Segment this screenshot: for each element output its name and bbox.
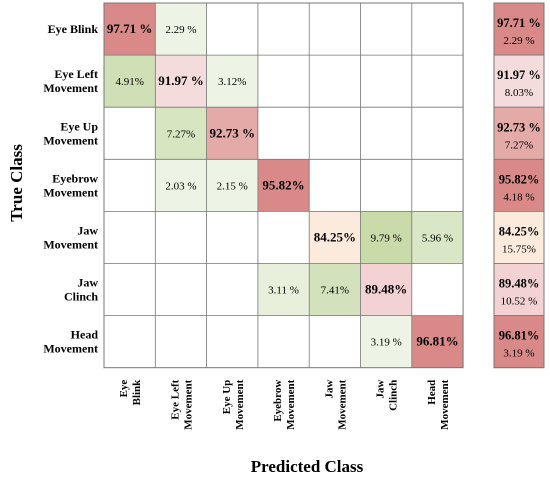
- matrix-cells: 97.71 % 2.29 % 4.91% 91.97 % 3.12% 7.27% 92.73…: [104, 3, 464, 368]
- summary-correct-label: 91.97 %: [497, 68, 541, 82]
- cell-value-label: 7.27%: [167, 128, 195, 140]
- row-label-6: Head Movement: [43, 328, 98, 356]
- matrix-cell-2-1: [155, 107, 207, 160]
- summary-border: [493, 2, 545, 369]
- column-label-text: EyeBlink: [118, 379, 143, 406]
- row-label-0: Eye Blink: [48, 22, 99, 36]
- cell-value-label: 2.03 %: [165, 180, 196, 192]
- y-axis-label: True Class: [7, 144, 26, 222]
- matrix-cell-1-1: [155, 55, 207, 108]
- column-label-text: HeadMovement: [426, 379, 451, 429]
- summary-error-label: 15.75%: [502, 243, 536, 255]
- summary-correct-label: 97.71 %: [497, 16, 541, 30]
- cell-value-label: 96.81%: [416, 334, 458, 349]
- summary-error-label: 8.03%: [505, 87, 533, 99]
- cell-value-label: 7.41%: [321, 285, 349, 297]
- matrix-cell-5-4: [309, 263, 361, 316]
- column-label-text: EyebrowMovement: [272, 379, 297, 429]
- column-label-1: Eye LeftMovement: [169, 379, 194, 429]
- column-label-5: JawClinch: [375, 380, 400, 411]
- cell-value-label: 84.25%: [314, 229, 356, 244]
- summary-cell-6: [493, 315, 545, 369]
- summary-correct-label: 92.73 %: [497, 120, 541, 134]
- matrix-cell-3-2: [206, 159, 258, 212]
- cell-value-label: 4.91%: [115, 76, 143, 88]
- cell-value-label: 9.79 %: [371, 232, 402, 244]
- column-label-4: JawMovement: [323, 379, 348, 429]
- cell-value-label: 89.48%: [365, 282, 407, 297]
- matrix-cell-6-5: [360, 315, 412, 368]
- summary-cell-5: [493, 263, 545, 316]
- column-label-2: Eye UpMovement: [221, 379, 246, 429]
- summary-correct-label: 96.81%: [499, 329, 540, 343]
- row-label-1: Eye Left Movement: [43, 67, 98, 95]
- summary-error-label: 2.29 %: [503, 35, 534, 47]
- cell-value-label: 91.97 %: [158, 73, 204, 88]
- row-labels: Eye Blink Eye Left Movement Eye Up Movement E…: [43, 22, 98, 356]
- summary-column: 97.71 % 2.29 % 91.97 % 8.03% 92.73 % 7.27% 95.…: [493, 2, 545, 369]
- matrix-cell-5-3: [257, 263, 310, 316]
- cell-value-label: 97.71 %: [107, 21, 153, 36]
- summary-error-label: 10.52 %: [501, 296, 538, 308]
- column-label-text: JawMovement: [323, 379, 348, 429]
- row-label-2: Eye Up Movement: [43, 119, 98, 147]
- matrix-cell-1-2: [206, 55, 258, 108]
- matrix-cell-3-1: [155, 159, 207, 212]
- cell-value-label: 92.73 %: [210, 125, 256, 140]
- row-label-5: Jaw Clinch: [64, 276, 98, 304]
- summary-cell-1: [493, 54, 545, 108]
- x-axis-label: Predicted Class: [251, 457, 364, 476]
- cell-value-label: 2.15 %: [217, 180, 248, 192]
- column-label-0: EyeBlink: [118, 379, 143, 406]
- row-label-3: Eyebrow Movement: [43, 171, 98, 199]
- matrix-cell-5-5: [360, 263, 412, 316]
- column-labels: EyeBlink Eye LeftMovement Eye UpMovement Ey…: [118, 379, 451, 430]
- column-label-text: Eye UpMovement: [221, 379, 246, 429]
- summary-error-label: 4.18 %: [503, 191, 534, 203]
- matrix-cell-6-6: [411, 315, 464, 368]
- cell-value-label: 3.19 %: [371, 337, 402, 349]
- matrix-cell-0-0: [104, 3, 156, 56]
- summary-error-label: 7.27%: [505, 139, 533, 151]
- matrix-grid: [103, 2, 464, 369]
- matrix-cell-3-3: [257, 159, 310, 212]
- cell-value-label: 2.29 %: [165, 24, 196, 36]
- cell-value-label: 3.11 %: [268, 285, 299, 297]
- summary-cell-2: [493, 106, 545, 160]
- cell-value-label: 3.12%: [218, 76, 246, 88]
- summary-error-label: 3.19 %: [503, 348, 534, 360]
- matrix-cell-4-5: [360, 211, 412, 264]
- column-label-3: EyebrowMovement: [272, 379, 297, 429]
- matrix-border: [103, 2, 464, 369]
- summary-correct-label: 95.82%: [499, 172, 540, 186]
- cell-value-label: 95.82%: [262, 177, 304, 192]
- cell-value-label: 5.96 %: [422, 232, 453, 244]
- matrix-cell-4-6: [411, 211, 464, 264]
- column-label-text: Eye LeftMovement: [169, 379, 194, 429]
- summary-correct-label: 84.25%: [499, 224, 540, 238]
- matrix-cell-1-0: [104, 55, 156, 108]
- summary-correct-label: 89.48%: [499, 277, 540, 291]
- summary-cell-4: [493, 210, 545, 264]
- column-label-text: JawClinch: [375, 380, 400, 411]
- matrix-cell-4-4: [309, 211, 361, 264]
- row-label-4: Jaw Movement: [43, 223, 98, 251]
- matrix-cell-0-1: [155, 3, 207, 56]
- column-label-6: HeadMovement: [426, 379, 451, 429]
- matrix-cell-2-2: [206, 107, 258, 160]
